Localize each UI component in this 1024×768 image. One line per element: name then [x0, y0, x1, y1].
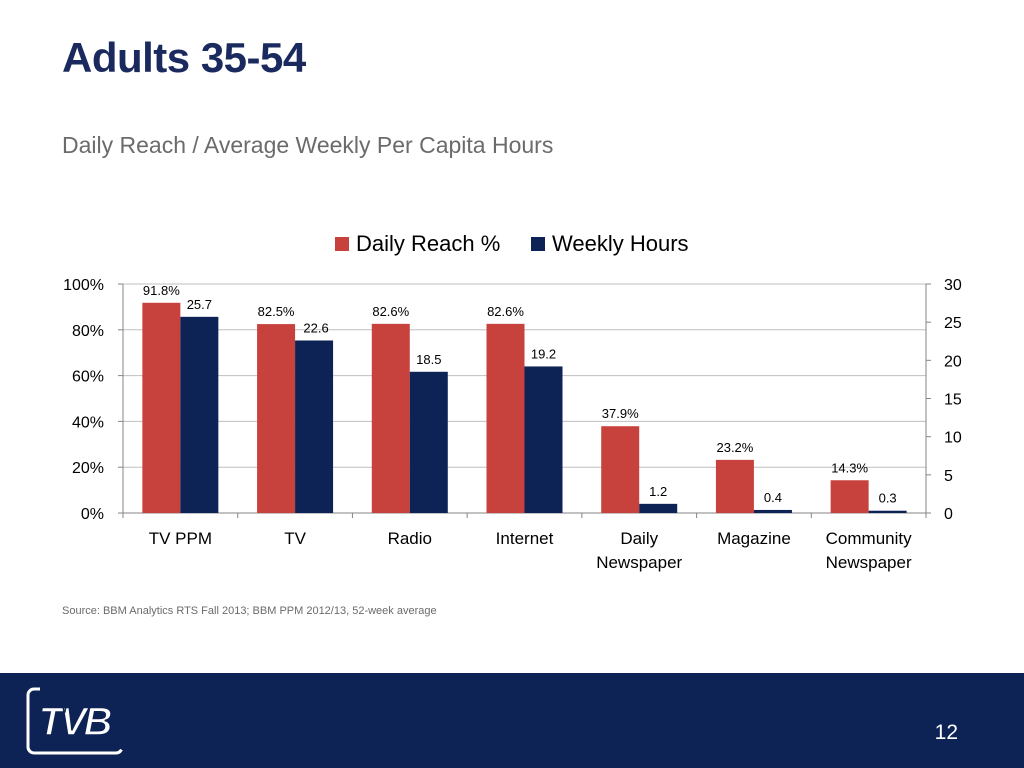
y-left-tick-label: 20%	[72, 460, 104, 477]
data-label-weekly-hours: 0.3	[879, 491, 897, 506]
legend-swatch	[531, 237, 545, 251]
x-tick-label: Community	[826, 529, 912, 548]
tvb-logo: TVB	[26, 687, 124, 755]
y-right-tick-label: 20	[944, 353, 962, 370]
bar-daily-reach	[257, 324, 296, 513]
x-tick-label: Daily	[620, 529, 658, 548]
legend-label: Weekly Hours	[552, 231, 689, 256]
data-label-daily-reach: 37.9%	[602, 406, 639, 421]
data-label-daily-reach: 82.6%	[372, 304, 409, 319]
bar-weekly-hours	[180, 316, 219, 513]
data-label-weekly-hours: 1.2	[649, 484, 667, 499]
y-right-tick-label: 0	[944, 506, 953, 523]
bar-weekly-hours	[524, 366, 563, 513]
data-label-weekly-hours: 25.7	[187, 297, 212, 312]
legend-label: Daily Reach %	[356, 231, 500, 256]
x-tick-label: Newspaper	[826, 553, 912, 572]
y-left-tick-label: 40%	[72, 414, 104, 431]
page-number: 12	[934, 721, 958, 744]
data-label-daily-reach: 82.5%	[258, 304, 295, 319]
data-label-weekly-hours: 18.5	[416, 352, 441, 367]
x-tick-label: TV PPM	[149, 529, 212, 548]
y-right-tick-label: 25	[944, 315, 962, 332]
data-label-weekly-hours: 22.6	[303, 320, 328, 335]
x-tick-label: Radio	[388, 529, 432, 548]
footer-bar: TVB 12	[0, 673, 1024, 768]
y-left-tick-label: 100%	[63, 277, 104, 294]
y-left-tick-label: 80%	[72, 323, 104, 340]
bar-weekly-hours	[639, 503, 678, 513]
bar-daily-reach	[715, 459, 754, 513]
y-right-tick-label: 30	[944, 277, 962, 294]
y-right-tick-label: 10	[944, 430, 962, 447]
data-label-weekly-hours: 19.2	[531, 346, 556, 361]
y-right-tick-label: 15	[944, 392, 962, 409]
source-note: Source: BBM Analytics RTS Fall 2013; BBM…	[62, 605, 437, 617]
legend-swatch	[335, 237, 349, 251]
bar-weekly-hours	[295, 340, 334, 513]
bar-daily-reach	[371, 323, 410, 513]
x-tick-label: Newspaper	[596, 553, 682, 572]
svg-text:TVB: TVB	[39, 700, 112, 744]
bar-daily-reach	[830, 480, 869, 513]
bar-weekly-hours	[753, 509, 792, 513]
bar-weekly-hours	[868, 510, 907, 513]
slide-title: Adults 35-54	[62, 34, 306, 81]
slide-subtitle: Daily Reach / Average Weekly Per Capita …	[62, 132, 554, 158]
data-label-weekly-hours: 0.4	[764, 490, 782, 505]
bar-daily-reach	[142, 302, 181, 513]
bar-weekly-hours	[409, 371, 448, 513]
data-label-daily-reach: 91.8%	[143, 283, 180, 298]
y-right-tick-label: 5	[944, 468, 953, 485]
data-label-daily-reach: 23.2%	[716, 440, 753, 455]
y-left-tick-label: 0%	[81, 506, 104, 523]
reach-hours-chart: 0% 20% 40% 60% 80% 100% 0 5 10 15 20 25 30 91.8% 25.7 T…	[63, 231, 962, 572]
data-label-daily-reach: 82.6%	[487, 304, 524, 319]
x-tick-label: TV	[284, 529, 306, 548]
bar-daily-reach	[486, 323, 525, 513]
y-left-tick-label: 60%	[72, 369, 104, 386]
data-label-daily-reach: 14.3%	[831, 460, 868, 475]
bar-daily-reach	[601, 426, 640, 513]
x-tick-label: Magazine	[717, 529, 791, 548]
x-tick-label: Internet	[496, 529, 554, 548]
